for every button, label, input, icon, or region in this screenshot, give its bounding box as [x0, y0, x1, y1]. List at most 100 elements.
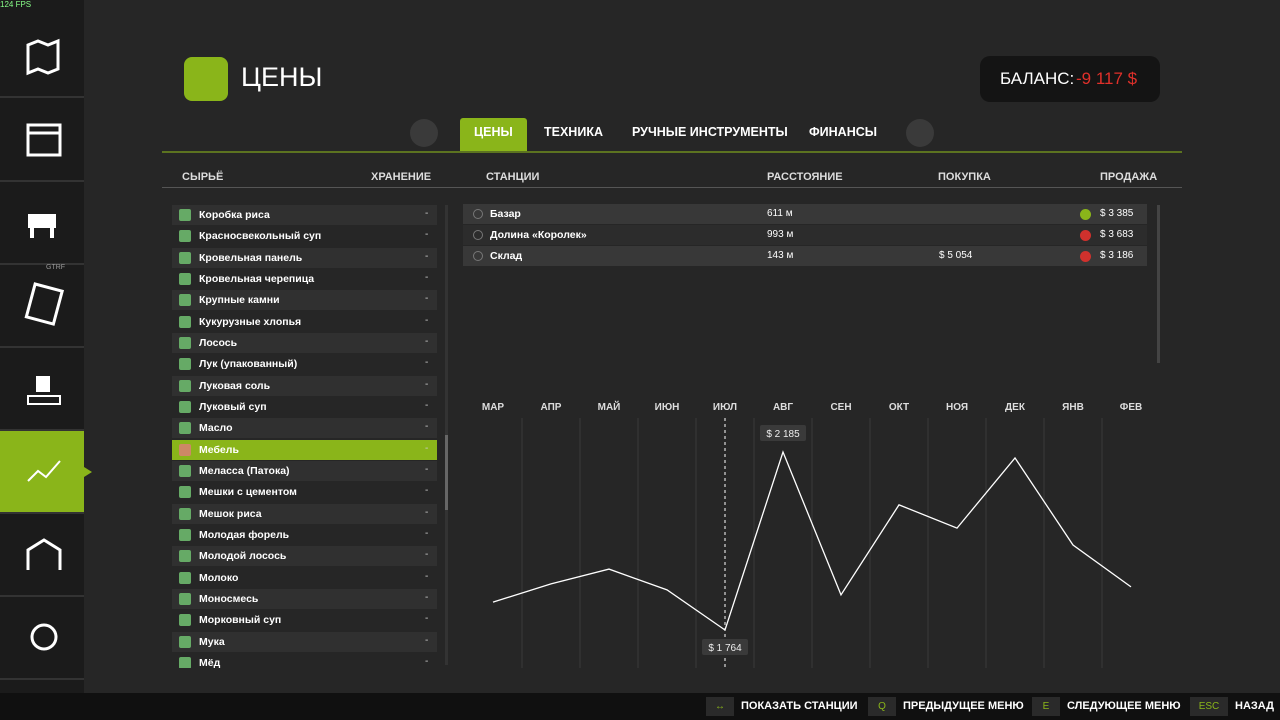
animals-button[interactable]	[0, 182, 84, 265]
goods-row[interactable]: Лосось -	[172, 332, 437, 353]
goods-icon	[179, 464, 191, 477]
goods-icon	[179, 550, 191, 563]
goods-storage: -	[425, 442, 429, 454]
goods-storage: -	[425, 250, 429, 262]
goods-row[interactable]: Кровельная панель -	[172, 247, 437, 268]
goods-name: Луковая соль	[199, 379, 271, 392]
goods-icon	[179, 315, 191, 328]
goods-name: Коробка риса	[199, 209, 270, 221]
map-button[interactable]	[0, 15, 84, 98]
tab-next[interactable]	[906, 119, 934, 147]
station-icon	[473, 251, 483, 261]
tab[interactable]: ФИНАНСЫ	[809, 125, 877, 139]
station-distance: 993 м	[767, 229, 794, 240]
goods-row[interactable]: Мебель -	[172, 439, 437, 460]
goods-row[interactable]: Моносмесь -	[172, 588, 437, 609]
goods-storage: -	[425, 463, 429, 475]
goods-row[interactable]: Мешок риса -	[172, 503, 437, 524]
goods-icon	[179, 230, 191, 243]
station-name: Долина «Королек»	[490, 229, 587, 241]
station-sell: $ 3 385	[1100, 208, 1134, 219]
production-button[interactable]	[0, 348, 84, 431]
trend-icon	[1080, 209, 1091, 220]
goods-row[interactable]: Молодая форель -	[172, 524, 437, 545]
key-action[interactable]: ПРЕДЫДУЩЕЕ МЕНЮ	[903, 700, 1024, 712]
goods-name: Красносвекольный суп	[199, 230, 322, 243]
goods-row[interactable]: Кровельная черепица -	[172, 268, 437, 289]
goods-row[interactable]: Луковый суп -	[172, 396, 437, 417]
key-action[interactable]: НАЗАД	[1235, 700, 1274, 712]
goods-row[interactable]: Мешки с цементом -	[172, 482, 437, 503]
goods-name: Меласса (Патока)	[199, 464, 290, 477]
goods-row[interactable]: Красносвекольный суп -	[172, 226, 437, 247]
goods-storage: -	[425, 527, 429, 539]
goods-icon	[179, 358, 191, 371]
month-label: МАР	[482, 402, 505, 413]
goods-name: Моносмесь	[199, 592, 259, 605]
tab-prev[interactable]	[410, 119, 438, 147]
month-label: ФЕВ	[1120, 402, 1142, 413]
station-sell: $ 3 186	[1100, 250, 1134, 261]
goods-storage: -	[425, 613, 429, 625]
goods-icon	[179, 656, 191, 668]
contracts-button[interactable]	[0, 265, 84, 348]
column-header: СТАНЦИИ	[486, 171, 540, 183]
month-label: НОЯ	[946, 402, 968, 413]
overlay-text: GTRF	[46, 264, 66, 271]
station-row[interactable]: Базар 611 м $ 3 385	[463, 204, 1147, 224]
value-label: $ 2 185	[766, 429, 800, 440]
goods-row[interactable]: Морковный суп -	[172, 610, 437, 631]
tab[interactable]: РУЧНЫЕ ИНСТРУМЕНТЫ	[632, 125, 788, 139]
key-hint: Q	[868, 697, 896, 716]
goods-icon	[179, 614, 191, 627]
goods-row[interactable]: Мука -	[172, 631, 437, 652]
goods-icon	[179, 507, 191, 520]
prices-button[interactable]	[0, 431, 92, 514]
goods-name: Лук (упакованный)	[199, 358, 298, 371]
goods-row[interactable]: Лук (упакованный) -	[172, 354, 437, 375]
station-row[interactable]: Долина «Королек» 993 м $ 3 683	[463, 225, 1147, 245]
calendar-button[interactable]	[0, 99, 84, 182]
goods-icon	[179, 592, 191, 605]
value-label: $ 1 764	[708, 643, 742, 654]
station-buy: $ 5 054	[939, 250, 973, 261]
goods-storage: -	[425, 549, 429, 561]
goods-icon	[179, 379, 191, 392]
settings-button[interactable]	[0, 597, 84, 680]
goods-name: Лосось	[199, 336, 238, 349]
goods-storage: -	[425, 399, 429, 411]
goods-row[interactable]: Масло -	[172, 418, 437, 439]
trend-icon	[1080, 230, 1091, 241]
goods-icon	[179, 571, 191, 584]
goods-row[interactable]: Мёд -	[172, 652, 437, 668]
month-label: МАЙ	[598, 400, 621, 413]
station-name: Склад	[490, 250, 523, 262]
scrollbar	[445, 205, 448, 665]
station-row[interactable]: Склад 143 м $ 5 054 $ 3 186	[463, 246, 1147, 266]
goods-row[interactable]: Кукурузные хлопья -	[172, 311, 437, 332]
goods-row[interactable]: Луковая соль -	[172, 375, 437, 396]
goods-row[interactable]: Меласса (Патока) -	[172, 460, 437, 481]
goods-storage: -	[425, 655, 429, 667]
tab-underline	[162, 151, 1182, 153]
key-action[interactable]: СЛЕДУЮЩЕЕ МЕНЮ	[1067, 700, 1181, 712]
footer: ↔ ПОКАЗАТЬ СТАНЦИИ Q ПРЕДЫДУЩЕЕ МЕНЮ E СЛЕДУЮ…	[0, 693, 1280, 720]
key-action[interactable]: ПОКАЗАТЬ СТАНЦИИ	[741, 700, 858, 712]
goods-icon	[179, 635, 191, 648]
goods-icon	[179, 209, 191, 221]
goods-name: Молоко	[199, 571, 239, 584]
tab[interactable]: ТЕХНИКА	[544, 125, 603, 139]
goods-row[interactable]: Коробка риса -	[172, 205, 437, 225]
goods-row[interactable]: Молодой лосось -	[172, 546, 437, 567]
tab[interactable]: ЦЕНЫ	[460, 118, 527, 152]
column-header: СЫРЬЁ	[182, 171, 224, 183]
goods-row[interactable]: Крупные камни -	[172, 290, 437, 311]
header-line	[162, 187, 1182, 188]
goods-storage: -	[425, 357, 429, 369]
column-header: ПРОДАЖА	[1100, 171, 1158, 183]
goods-name: Морковный суп	[199, 614, 282, 627]
garage-button[interactable]	[0, 514, 84, 597]
goods-name: Кровельная черепица	[199, 272, 315, 285]
goods-row[interactable]: Молоко -	[172, 567, 437, 588]
month-label: ИЮЛ	[713, 402, 737, 413]
